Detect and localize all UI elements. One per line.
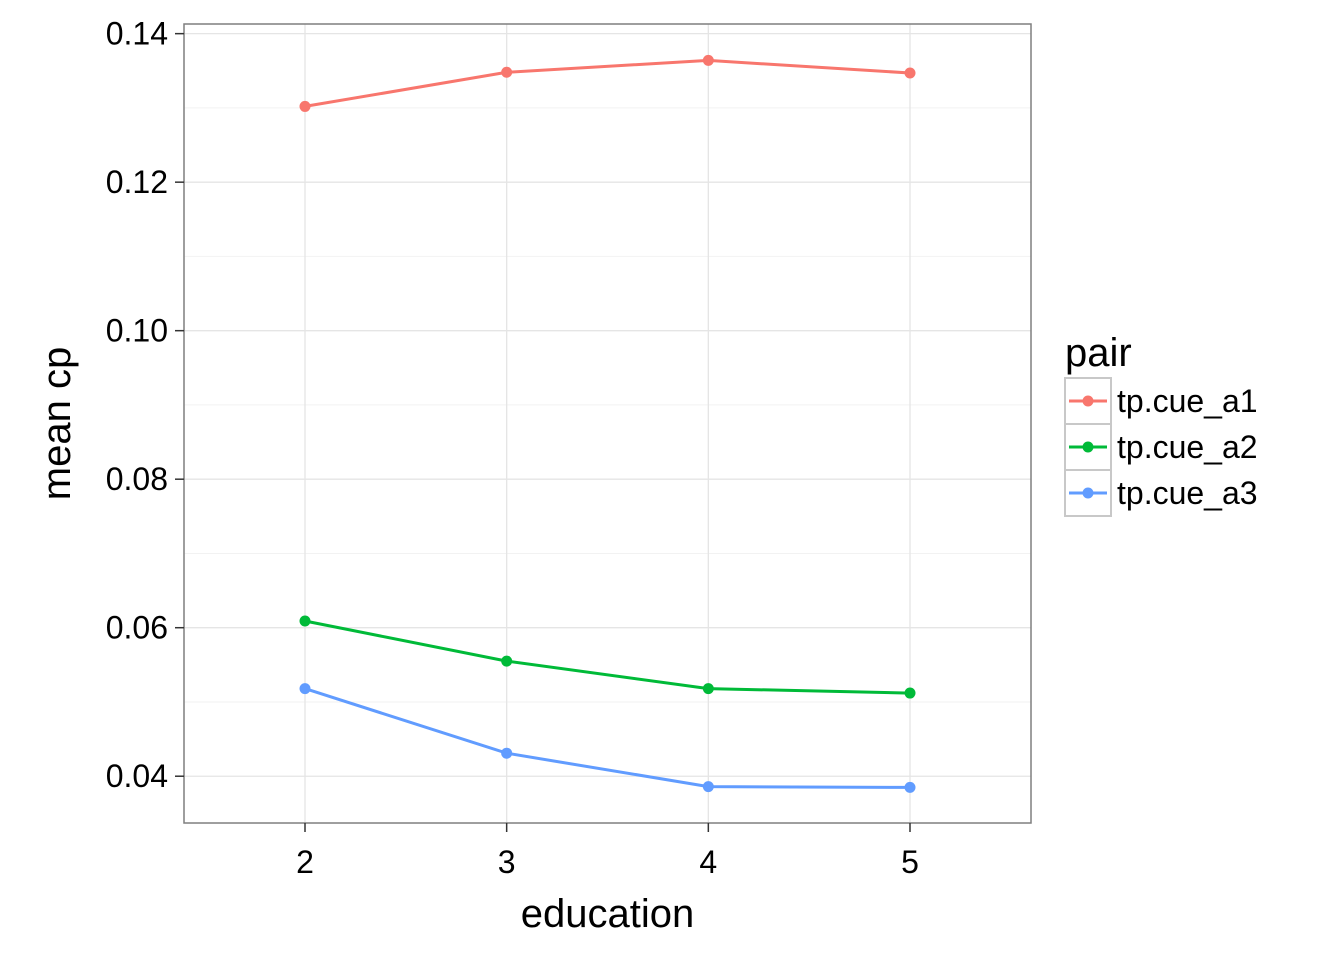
- y-tick-label: 0.14: [106, 16, 168, 52]
- data-point: [501, 747, 513, 759]
- y-tick-label: 0.06: [106, 610, 168, 646]
- x-tick-label: 4: [699, 844, 717, 880]
- legend-item: tp.cue_a3: [1065, 469, 1258, 511]
- series-layer: [299, 54, 916, 793]
- data-point: [904, 781, 916, 793]
- y-tick-label: 0.12: [106, 164, 168, 200]
- data-point: [702, 54, 714, 66]
- data-point: [501, 655, 513, 667]
- data-point: [702, 781, 714, 793]
- legend-item: tp.cue_a2: [1065, 423, 1258, 465]
- series-tp.cue_a2: [299, 615, 916, 699]
- legend-title: pair: [1065, 331, 1132, 375]
- series-line: [304, 619, 911, 695]
- data-point: [299, 683, 311, 695]
- plot-panel: [184, 24, 1031, 823]
- x-tick-label: 5: [901, 844, 919, 880]
- x-axis-title: education: [521, 892, 694, 936]
- minor-gridlines: [184, 107, 1031, 703]
- series-line: [304, 687, 911, 789]
- x-tick-label: 3: [498, 844, 516, 880]
- data-point: [904, 67, 916, 79]
- legend: pair tp.cue_a1 tp.cue_a2 tp.cue_a3: [1064, 331, 1258, 517]
- legend-label: tp.cue_a2: [1117, 429, 1258, 465]
- data-point: [299, 100, 311, 112]
- x-tick-label: 2: [296, 844, 314, 880]
- data-point: [702, 683, 714, 695]
- y-tick-label: 0.04: [106, 758, 168, 794]
- y-tick-label: 0.10: [106, 313, 168, 349]
- legend-label: tp.cue_a1: [1117, 383, 1258, 419]
- data-point: [501, 66, 513, 78]
- data-point: [904, 687, 916, 699]
- data-point: [299, 615, 311, 627]
- y-axis: 0.04 0.06 0.08 0.10 0.12 0.14: [106, 16, 184, 794]
- plot-border: [183, 23, 1032, 824]
- legend-key-point: [1082, 395, 1094, 407]
- x-axis: 2 3 4 5: [296, 823, 919, 880]
- legend-item: tp.cue_a1: [1069, 383, 1258, 419]
- legend-label: tp.cue_a3: [1117, 475, 1258, 511]
- y-tick-label: 0.08: [106, 461, 168, 497]
- series-line: [304, 58, 911, 108]
- legend-key-point: [1082, 487, 1094, 499]
- series-tp.cue_a1: [299, 54, 916, 112]
- y-axis-title: mean cp: [35, 347, 79, 500]
- series-tp.cue_a3: [299, 683, 916, 793]
- legend-key-point: [1082, 441, 1094, 453]
